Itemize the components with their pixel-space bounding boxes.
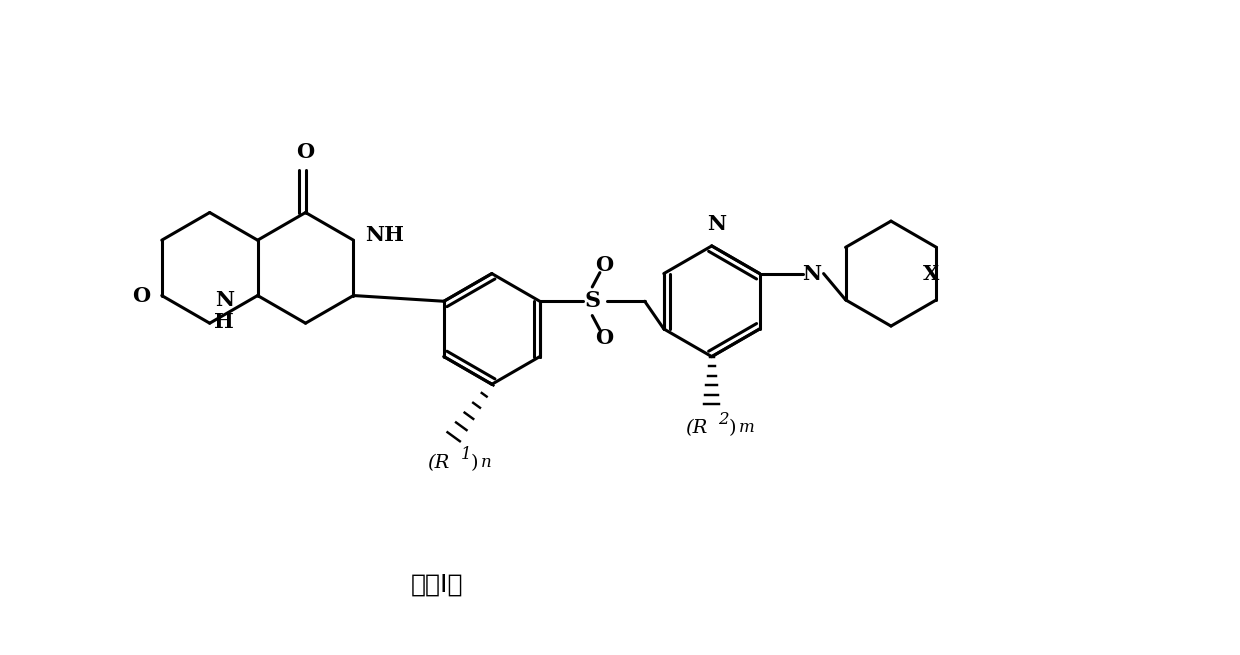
Text: ): ): [471, 454, 479, 472]
Text: 1: 1: [461, 446, 472, 463]
Text: X: X: [923, 263, 939, 284]
Text: S: S: [584, 290, 600, 312]
Text: 2: 2: [718, 411, 729, 428]
Text: n: n: [480, 454, 491, 471]
Text: ): ): [729, 419, 737, 437]
Text: O: O: [133, 286, 150, 305]
Text: N: N: [215, 290, 234, 310]
Text: (R: (R: [684, 419, 707, 437]
Text: O: O: [595, 328, 613, 348]
Text: N: N: [707, 214, 727, 234]
Text: H: H: [215, 312, 234, 332]
Text: O: O: [595, 255, 613, 275]
Text: 式（I）: 式（I）: [410, 572, 463, 596]
Text: m: m: [739, 419, 754, 436]
Text: NH: NH: [365, 225, 404, 246]
Text: (R: (R: [427, 454, 449, 472]
Text: N: N: [802, 263, 822, 284]
Text: O: O: [296, 142, 315, 162]
